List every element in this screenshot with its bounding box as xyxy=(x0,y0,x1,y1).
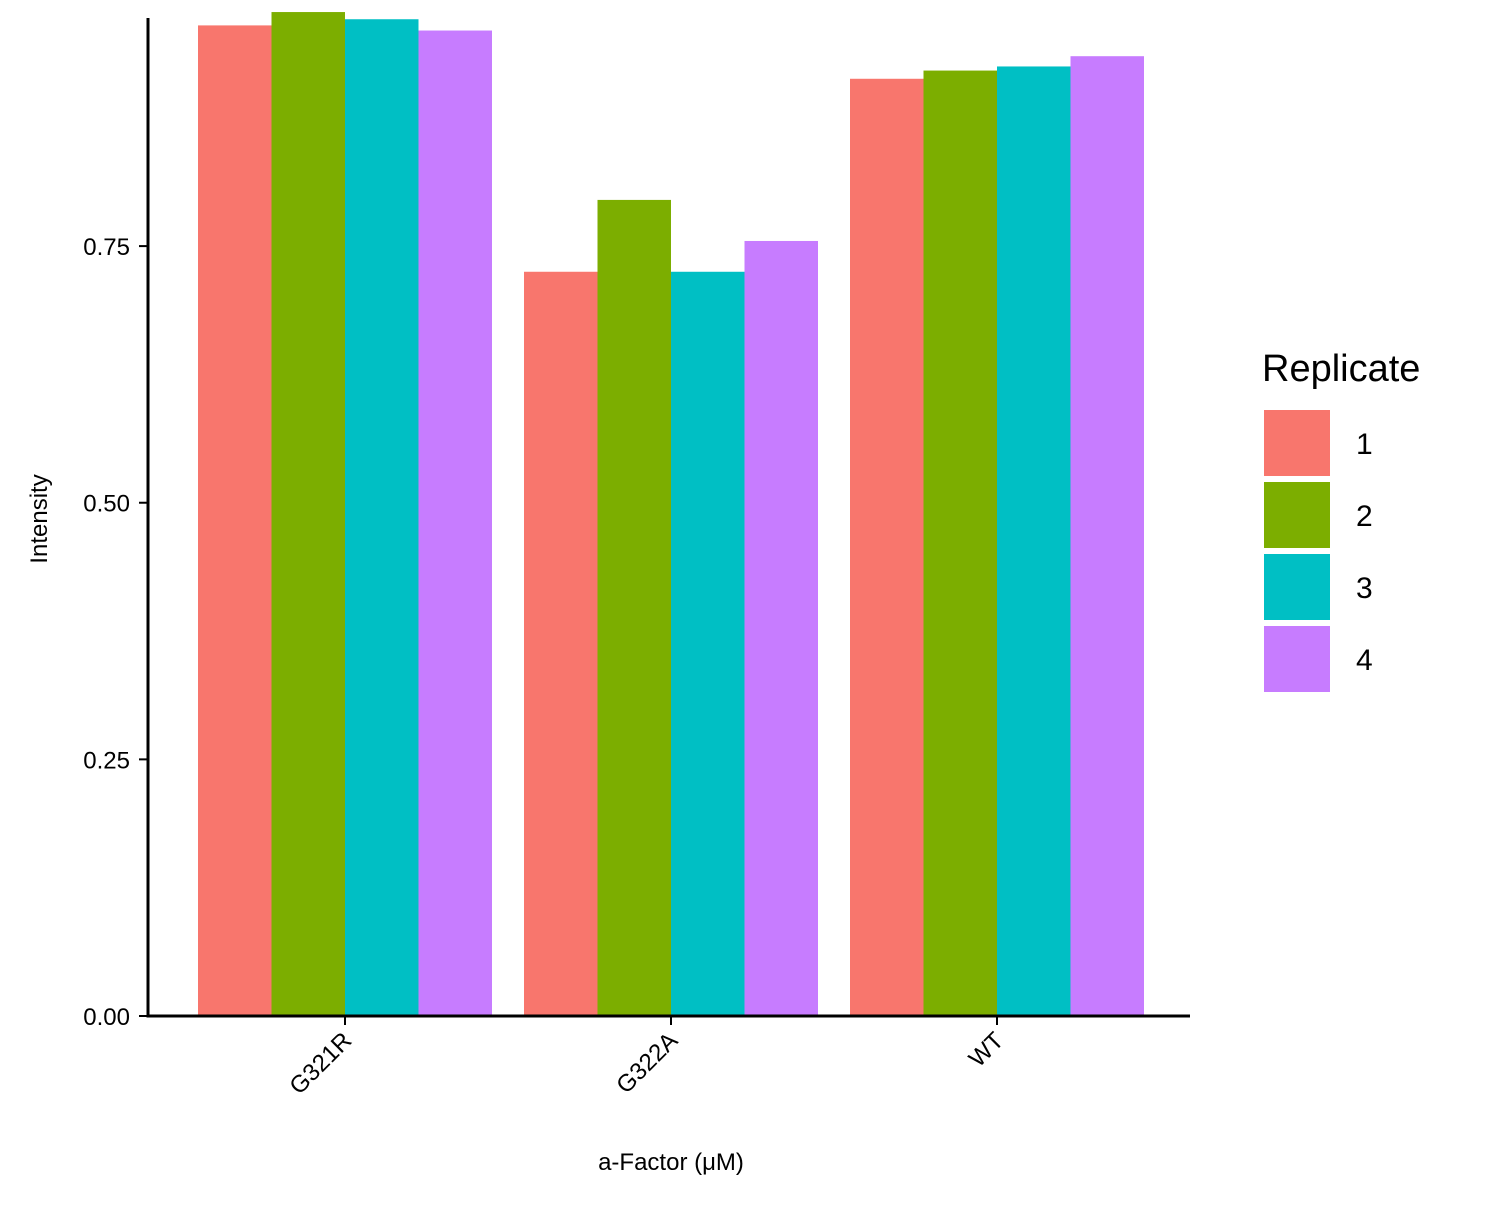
bar-g321r-replicate-1 xyxy=(198,25,272,1017)
bars-layer xyxy=(198,12,1144,1017)
legend-key-3 xyxy=(1264,554,1330,620)
legend-items: 1 2 3 4 xyxy=(1264,410,1373,692)
bar-g322a-replicate-3 xyxy=(671,271,745,1016)
bar-g321r-replicate-4 xyxy=(418,30,492,1016)
legend: Replicate 1 2 3 4 xyxy=(1262,348,1420,692)
x-tick-label: G321R xyxy=(284,1027,357,1100)
legend-label-3: 3 xyxy=(1356,572,1373,605)
bar-wt-replicate-2 xyxy=(923,70,997,1016)
legend-key-1 xyxy=(1264,410,1330,476)
bar-wt-replicate-1 xyxy=(850,78,924,1017)
x-tick-label: WT xyxy=(964,1027,1010,1073)
bar-wt-replicate-4 xyxy=(1070,56,1144,1017)
bar-g322a-replicate-2 xyxy=(597,199,671,1017)
legend-title: Replicate xyxy=(1262,348,1420,390)
y-axis-title: Intensity xyxy=(26,474,53,563)
y-ticks: 0.00 0.25 0.50 0.75 xyxy=(83,234,148,1031)
bar-g322a-replicate-4 xyxy=(744,240,818,1017)
bar-g321r-replicate-2 xyxy=(271,12,345,1017)
legend-label-4: 4 xyxy=(1356,644,1373,677)
y-tick-label: 0.50 xyxy=(83,491,130,518)
legend-label-1: 1 xyxy=(1356,428,1373,461)
bar-g321r-replicate-3 xyxy=(345,19,419,1017)
bar-wt-replicate-3 xyxy=(997,66,1071,1017)
x-tick-label: G322A xyxy=(611,1027,683,1099)
legend-label-2: 2 xyxy=(1356,500,1373,533)
bar-g322a-replicate-1 xyxy=(524,271,598,1016)
y-tick-label: 0.25 xyxy=(83,747,130,774)
legend-key-4 xyxy=(1264,626,1330,692)
y-tick-label: 0.00 xyxy=(83,1004,130,1031)
legend-key-2 xyxy=(1264,482,1330,548)
y-tick-label: 0.75 xyxy=(83,234,130,261)
x-axis-title: a-Factor (μM) xyxy=(598,1149,744,1176)
x-ticks: G321R G322A WT xyxy=(284,1016,1009,1100)
axes-layer xyxy=(146,18,1190,1018)
